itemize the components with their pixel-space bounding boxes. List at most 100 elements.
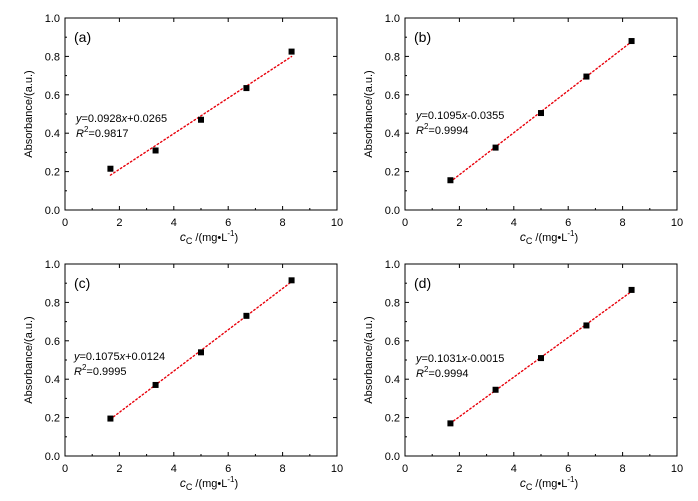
eq-r-value: =0.9817	[88, 128, 128, 140]
y-axis-title: Absorbance/(a.u.)	[23, 70, 35, 157]
x-title-unit: /(mg•L	[532, 478, 567, 490]
eq-slope: =0.0928	[82, 113, 122, 125]
eq-y: y	[415, 110, 423, 122]
x-tick-label: 0	[62, 463, 68, 475]
x-title-close: )	[234, 232, 238, 244]
eq-y: y	[73, 351, 81, 363]
eq-y: y	[415, 353, 423, 365]
eq-r: R	[74, 366, 82, 378]
panel-label: (c)	[74, 275, 90, 291]
data-point	[447, 420, 454, 427]
eq-slope: =0.1075	[80, 351, 120, 363]
r-squared: R2=0.9995	[74, 363, 126, 378]
eq-y: y	[75, 113, 83, 125]
eq-r-sup: 2	[424, 365, 429, 374]
x-axis-title: cC /(mg•L-1)	[520, 475, 578, 492]
y-tick-label: 0.6	[385, 336, 400, 348]
y-tick-label: 0.0	[385, 451, 400, 463]
x-tick-label: 0	[62, 217, 68, 229]
data-point	[198, 349, 204, 356]
y-tick-label: 0.0	[45, 451, 60, 463]
eq-r-sup: 2	[82, 363, 87, 372]
y-tick-label: 0.0	[385, 205, 400, 217]
x-tick-label: 8	[620, 217, 626, 229]
x-tick-label: 4	[171, 217, 177, 229]
x-tick-label: 0	[402, 463, 408, 475]
y-tick-label: 0.6	[45, 90, 60, 102]
chart-panel-1: 0 2 4 6 8 10 0.0 0.2 0.4 0.6 0.8 1.0 Absorbance/(a.u…	[23, 13, 343, 246]
x-tick-label: 10	[331, 217, 343, 229]
x-tick-label: 2	[116, 217, 122, 229]
chart-panel-3: 0 2 4 6 8 10 0.0 0.2 0.4 0.6 0.8 1.0 Absorbance/(a.u…	[23, 259, 343, 492]
eq-r: R	[416, 125, 424, 137]
x-axis-title: cC /(mg•L-1)	[180, 229, 238, 246]
data-point	[288, 277, 295, 284]
x-title-exponent: -1	[227, 229, 235, 238]
x-tick-label: 8	[620, 463, 626, 475]
y-tick-label: 0.6	[45, 336, 60, 348]
eq-r: R	[76, 128, 84, 140]
chart-panel-2: 0 2 4 6 8 10 0.0 0.2 0.4 0.6 0.8 1.0 Absorbance/(a.u…	[363, 13, 683, 246]
data-point	[243, 312, 250, 319]
y-tick-label: 0.4	[385, 374, 400, 386]
y-tick-label: 0.4	[45, 128, 60, 140]
chart-panel-4: 0 2 4 6 8 10 0.0 0.2 0.4 0.6 0.8 1.0 Absorbance/(a.u…	[363, 259, 683, 492]
data-point	[538, 110, 544, 117]
x-tick-label: 6	[565, 217, 571, 229]
fit-equation: y=0.0928x+0.0265	[75, 113, 167, 125]
eq-slope: =0.1031	[422, 353, 462, 365]
eq-slope: =0.1095	[422, 110, 462, 122]
data-point	[288, 48, 295, 55]
data-point	[107, 415, 114, 422]
y-tick-label: 0.6	[385, 90, 400, 102]
fit-equation: y=0.1031x-0.0015	[415, 353, 504, 365]
x-tick-label: 10	[671, 463, 683, 475]
eq-x: x	[461, 110, 468, 122]
x-tick-label: 0	[402, 217, 408, 229]
x-title-subscript: C	[526, 236, 533, 246]
y-axis-title: Absorbance/(a.u.)	[23, 316, 35, 403]
x-title-exponent: -1	[567, 475, 575, 484]
x-title-unit: /(mg•L	[532, 232, 567, 244]
y-tick-label: 0.4	[385, 128, 400, 140]
x-title-unit: /(mg•L	[192, 232, 227, 244]
data-point	[447, 177, 454, 184]
x-title-subscript: C	[526, 482, 533, 492]
x-title-close: )	[574, 478, 578, 490]
eq-r-sup: 2	[84, 125, 89, 134]
data-point	[583, 73, 590, 80]
y-tick-label: 0.2	[45, 167, 60, 179]
x-tick-label: 10	[331, 463, 343, 475]
data-point	[628, 286, 635, 293]
fit-equation: y=0.1075x+0.0124	[73, 351, 165, 363]
eq-r-sup: 2	[424, 122, 429, 131]
x-tick-label: 2	[116, 463, 122, 475]
fit-line	[449, 40, 633, 183]
r-squared: R2=0.9817	[76, 125, 128, 140]
x-title-subscript: C	[186, 236, 193, 246]
data-point	[492, 144, 499, 151]
data-point	[628, 38, 635, 45]
data-point	[198, 116, 204, 123]
y-tick-label: 0.2	[45, 413, 60, 425]
eq-r: R	[416, 368, 424, 380]
x-tick-label: 10	[671, 217, 683, 229]
eq-r-value: =0.9995	[86, 366, 126, 378]
eq-intercept: +0.0265	[127, 113, 167, 125]
r-squared: R2=0.9994	[416, 122, 468, 137]
x-tick-label: 4	[171, 463, 177, 475]
data-point	[107, 165, 114, 172]
x-title-exponent: -1	[567, 229, 575, 238]
x-title-exponent: -1	[227, 475, 235, 484]
x-axis-title: cC /(mg•L-1)	[520, 229, 578, 246]
x-title-symbol: c	[180, 476, 186, 490]
x-title-symbol: c	[180, 230, 186, 244]
eq-x: x	[119, 351, 126, 363]
x-tick-label: 6	[225, 217, 231, 229]
x-title-subscript: C	[186, 482, 193, 492]
eq-intercept: +0.0124	[125, 351, 165, 363]
fit-line	[109, 55, 293, 176]
y-tick-label: 1.0	[45, 259, 60, 271]
